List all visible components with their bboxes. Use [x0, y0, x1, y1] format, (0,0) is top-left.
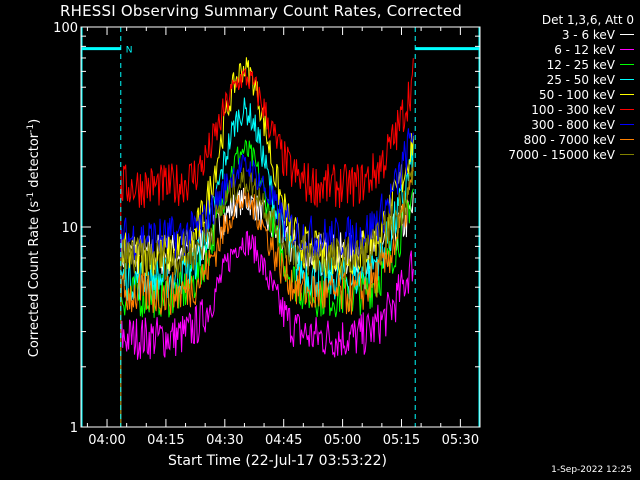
x-tick-label: 04:30 — [206, 433, 243, 448]
legend-label: 7000 - 15000 keV — [508, 147, 615, 162]
legend-rows: 3 - 6 keV 6 - 12 keV 12 - 25 keV 25 - 50 ke… — [476, 27, 634, 162]
legend-item: 800 - 7000 keV — [476, 132, 634, 147]
x-tick-label: 04:45 — [265, 433, 302, 448]
x-tick-label: 05:30 — [442, 433, 479, 448]
legend-item: 100 - 300 keV — [476, 102, 634, 117]
legend-label: 12 - 25 keV — [546, 57, 615, 72]
legend-item: 12 - 25 keV — [476, 57, 634, 72]
series-line — [120, 128, 414, 261]
legend-swatch — [620, 49, 634, 50]
x-tick-label: 05:15 — [383, 433, 420, 448]
legend-header: Det 1,3,6, Att 0 — [541, 13, 634, 27]
footer-timestamp: 1-Sep-2022 12:25 — [551, 465, 632, 475]
legend-swatch — [620, 64, 634, 65]
x-axis-label: Start Time (22-Jul-17 03:53:22) — [168, 453, 388, 469]
legend-swatch — [620, 154, 634, 155]
legend: Det 1,3,6, Att 0 3 - 6 keV 6 - 12 keV 12 -… — [476, 13, 634, 162]
legend-swatch — [620, 79, 634, 80]
legend-label: 300 - 800 keV — [531, 117, 615, 132]
chart-title: RHESSI Observing Summary Count Rates, Co… — [60, 2, 463, 20]
legend-label: 800 - 7000 keV — [523, 132, 615, 147]
y-tick-label: 1 — [70, 421, 78, 436]
legend-swatch — [620, 124, 634, 125]
legend-swatch — [620, 34, 634, 35]
y-axis-label: Corrected Count Rate (s-1 detector-1) — [25, 118, 43, 358]
legend-item: 50 - 100 keV — [476, 87, 634, 102]
legend-item: 300 - 800 keV — [476, 117, 634, 132]
series-line — [120, 58, 414, 209]
legend-swatch — [620, 109, 634, 110]
series-layer — [120, 57, 414, 427]
axis-layer: 1 10 100 04:00 04:15 04:30 04:45 05:00 05:15 05:3… — [53, 21, 480, 448]
y-tick-label: 100 — [53, 21, 78, 36]
legend-item: 3 - 6 keV — [476, 27, 634, 42]
legend-label: 3 - 6 keV — [561, 27, 615, 42]
y-tick-label: 10 — [61, 221, 78, 236]
legend-item: 7000 - 15000 keV — [476, 147, 634, 162]
x-tick-label: 04:00 — [88, 433, 125, 448]
legend-label: 100 - 300 keV — [531, 102, 615, 117]
legend-label: 25 - 50 keV — [546, 72, 615, 87]
series-line — [120, 230, 414, 360]
legend-swatch — [620, 139, 634, 140]
x-tick-label: 05:00 — [324, 433, 361, 448]
night-marker: N — [126, 46, 133, 56]
series-line — [120, 167, 414, 315]
legend-item: 6 - 12 keV — [476, 42, 634, 57]
legend-label: 50 - 100 keV — [538, 87, 615, 102]
legend-label: 6 - 12 keV — [554, 42, 615, 57]
legend-swatch — [620, 94, 634, 95]
series-line — [120, 159, 414, 282]
x-tick-label: 04:15 — [147, 433, 184, 448]
legend-item: 25 - 50 keV — [476, 72, 634, 87]
